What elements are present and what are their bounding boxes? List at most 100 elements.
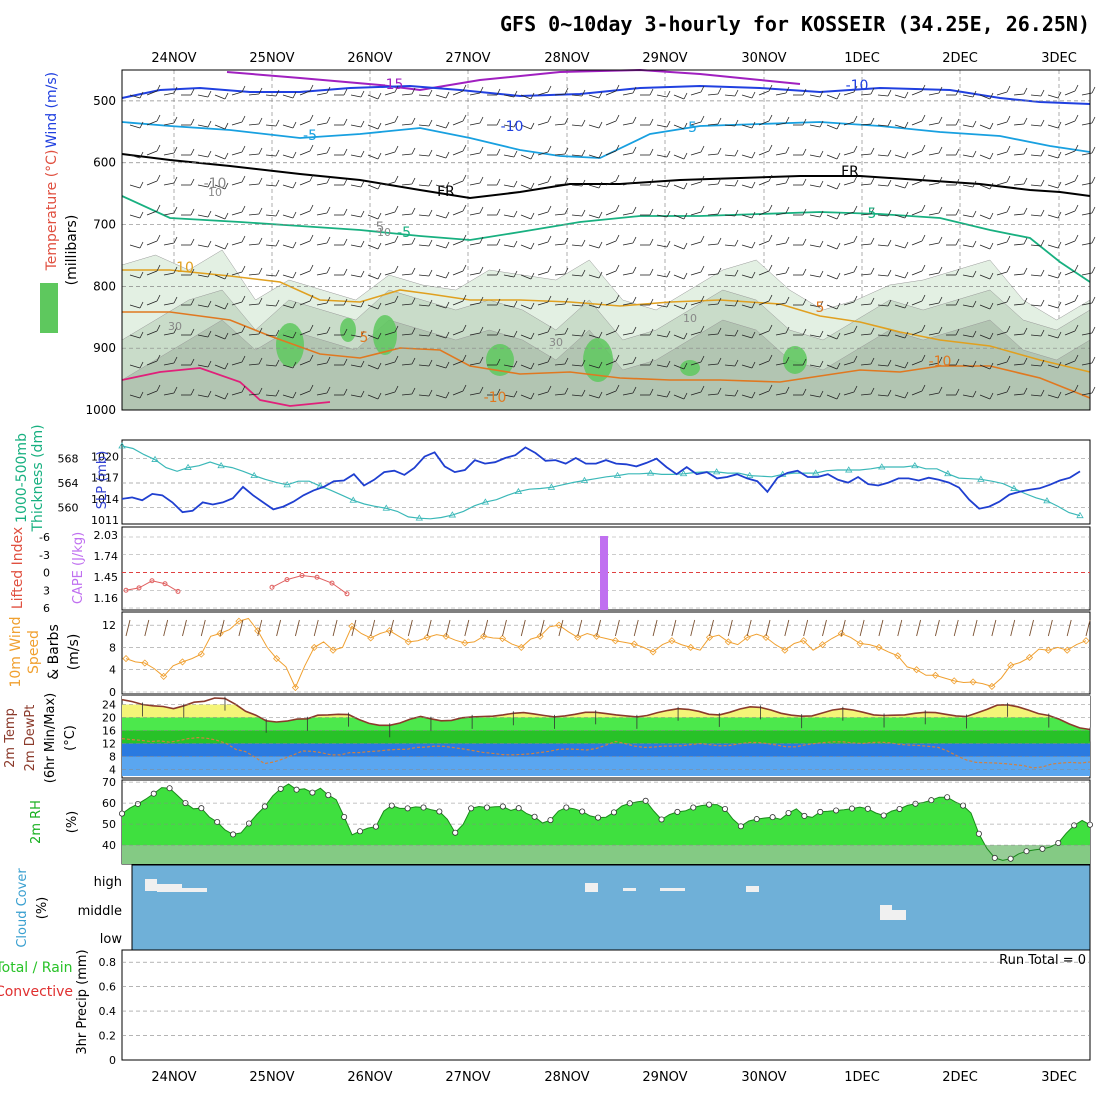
wind-barb-flag	[683, 392, 688, 400]
wind-barb-flag	[275, 389, 280, 397]
temperature-contour-label: -10	[846, 78, 869, 94]
wind-barb	[588, 94, 600, 99]
wind-barb	[299, 210, 311, 216]
wind-barb-flag	[751, 211, 756, 219]
surface-wind-barb	[163, 619, 169, 637]
wind-barb	[690, 391, 702, 396]
surface-wind-barb	[596, 619, 602, 637]
wind-speed-marker	[1082, 637, 1090, 645]
wind-barb	[231, 91, 243, 96]
rh-marker	[245, 820, 252, 827]
wind-barb-flag	[479, 86, 484, 94]
wind-barb	[146, 150, 158, 156]
wind-barb	[367, 394, 379, 400]
wind-barb-flag	[802, 148, 807, 156]
wind-barb	[707, 363, 719, 366]
wind-barb-flag	[479, 296, 484, 304]
wind-barb-flag	[751, 361, 756, 369]
wind-barb-flag	[581, 209, 586, 217]
temperature-contour-label: -5	[683, 120, 697, 136]
wind-barb-flag	[768, 114, 773, 122]
cloud-tick-label: low	[100, 932, 123, 947]
wind-barb	[690, 151, 702, 156]
wind-barb-flag	[598, 331, 603, 339]
wind-barb-flag	[496, 118, 501, 126]
rh-marker	[388, 802, 395, 809]
wind-barb-flag	[717, 117, 722, 125]
wind-barb	[571, 124, 583, 127]
surface-wind-barb	[558, 619, 564, 637]
wind-speed-marker	[630, 640, 638, 648]
wind-barb	[146, 390, 158, 396]
lifted-index-line	[271, 574, 348, 595]
rh-marker	[706, 801, 713, 808]
wind-barb-flag	[309, 384, 314, 392]
wind-barb	[860, 393, 872, 396]
wind-barb-flag	[1091, 86, 1096, 94]
wind-barb-flag	[241, 235, 246, 243]
wind-barb	[758, 330, 770, 336]
wind-barb	[775, 272, 787, 276]
wind-barb	[1030, 274, 1042, 277]
wind-barb-flag	[853, 235, 858, 243]
wind-barb	[1013, 303, 1025, 306]
x-tick-label-bottom: 27NOV	[445, 1070, 490, 1085]
wind-barb-flag	[1074, 114, 1079, 122]
wind-barb-flag	[1040, 149, 1045, 157]
wind-barb	[571, 334, 583, 337]
thickness-marker	[448, 511, 457, 518]
wind-barb	[588, 244, 600, 249]
wind-barb	[248, 393, 260, 396]
wind-barb-flag	[581, 149, 586, 157]
wind-barb	[588, 154, 600, 159]
chart-title: GFS 0~10day 3-hourly for KOSSEIR (34.25E…	[500, 12, 1090, 36]
wind-barb	[1030, 94, 1042, 97]
wind-barb-flag	[615, 294, 620, 302]
wind-barb-flag	[1040, 389, 1045, 397]
wind-barb	[605, 120, 617, 126]
wind-barb-flag	[683, 362, 688, 370]
wind-barb-flag	[496, 148, 501, 156]
rh-legend-swatch	[40, 283, 58, 333]
wind-barb-flag	[887, 149, 892, 157]
wind-barb	[928, 212, 940, 216]
wind-barb	[520, 244, 532, 250]
surface-wind-barb	[276, 619, 282, 637]
wind-barb	[384, 181, 396, 186]
wind-barb	[316, 242, 328, 246]
wind-barb-flag	[751, 271, 756, 279]
wind-barb-flag	[1023, 297, 1028, 305]
wind-barb	[537, 271, 549, 276]
wind-barb-flag	[768, 264, 773, 272]
rh-marker	[372, 823, 379, 830]
thickness-tick-label: 564	[58, 477, 79, 490]
wind-barb	[979, 94, 991, 100]
wind-barb-flag	[972, 330, 977, 338]
wind-barb-flag	[1006, 205, 1011, 213]
wind-barb-flag	[700, 325, 705, 333]
wind-barb-flag	[581, 269, 586, 277]
wind-barb-flag	[462, 84, 467, 92]
wind-barb-flag	[377, 152, 382, 160]
wind-barb	[826, 184, 838, 190]
wind-barb	[928, 92, 940, 96]
wind-barb	[537, 331, 549, 336]
wind-barb-flag	[836, 242, 841, 250]
wind-speed-marker	[1007, 661, 1015, 669]
surface-wind-barb	[633, 619, 639, 637]
wind-barb	[401, 93, 413, 96]
wind-barb	[690, 211, 702, 216]
wind-barb	[1030, 214, 1042, 217]
wind-barb-flag	[343, 358, 348, 366]
wind-barb	[996, 181, 1008, 186]
wind-barb	[554, 333, 566, 336]
wind-barb	[877, 364, 889, 367]
wind-barb-flag	[496, 268, 501, 276]
wind-barb	[231, 271, 243, 276]
wind-barb	[1030, 334, 1042, 337]
wind-barb-flag	[360, 300, 365, 308]
wind-speed-marker	[160, 672, 168, 680]
thickness-marker	[977, 475, 985, 482]
lifted-index-tick-label: -6	[39, 531, 50, 544]
wind-speed-marker	[1063, 646, 1071, 654]
